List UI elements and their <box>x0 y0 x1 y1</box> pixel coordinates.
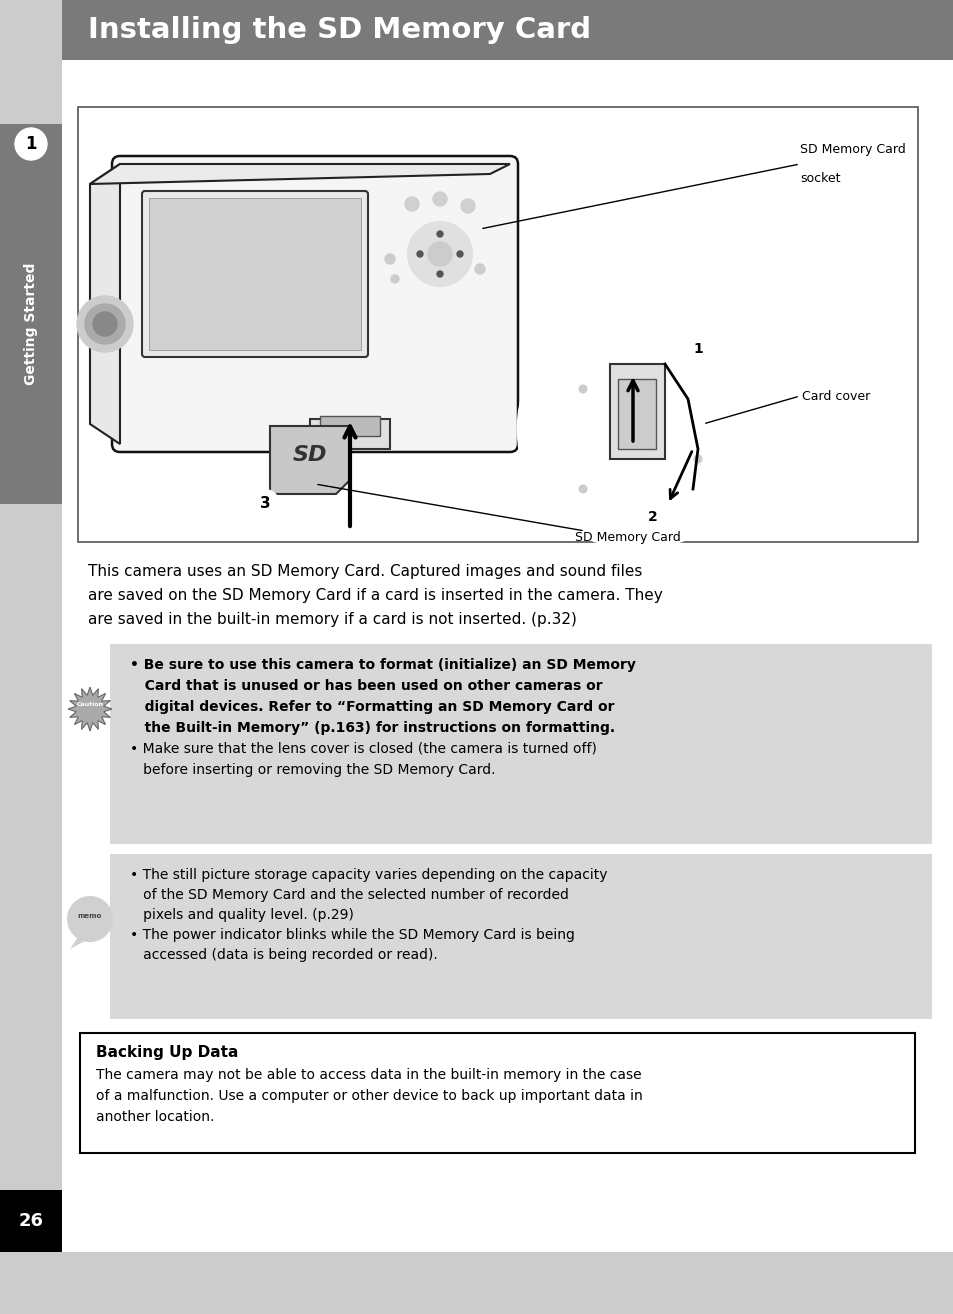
Text: Getting Started: Getting Started <box>24 263 38 385</box>
Circle shape <box>251 490 278 518</box>
FancyBboxPatch shape <box>142 191 368 357</box>
Circle shape <box>693 455 701 463</box>
FancyBboxPatch shape <box>78 106 917 541</box>
Circle shape <box>416 251 422 258</box>
Circle shape <box>77 296 132 352</box>
Circle shape <box>475 264 484 275</box>
FancyBboxPatch shape <box>0 1190 62 1252</box>
Text: 26: 26 <box>18 1212 44 1230</box>
Text: 1: 1 <box>693 342 702 356</box>
Circle shape <box>92 311 117 336</box>
Polygon shape <box>270 426 350 494</box>
FancyBboxPatch shape <box>62 0 953 60</box>
Text: Installing the SD Memory Card: Installing the SD Memory Card <box>88 16 591 43</box>
FancyBboxPatch shape <box>149 198 360 350</box>
Text: 2: 2 <box>647 510 658 524</box>
Circle shape <box>436 271 442 277</box>
Text: Caution: Caution <box>76 703 103 707</box>
FancyBboxPatch shape <box>0 0 62 1252</box>
Text: of the SD Memory Card and the selected number of recorded: of the SD Memory Card and the selected n… <box>130 888 568 901</box>
Circle shape <box>408 222 472 286</box>
Text: The camera may not be able to access data in the built-in memory in the case: The camera may not be able to access dat… <box>96 1068 641 1081</box>
Text: are saved on the SD Memory Card if a card is inserted in the camera. They: are saved on the SD Memory Card if a car… <box>88 587 662 603</box>
Text: Card cover: Card cover <box>801 389 869 402</box>
Text: SD Memory Card: SD Memory Card <box>800 143 904 156</box>
Circle shape <box>15 127 47 160</box>
FancyBboxPatch shape <box>80 1033 914 1152</box>
FancyBboxPatch shape <box>110 854 931 1018</box>
Text: of a malfunction. Use a computer or other device to back up important data in: of a malfunction. Use a computer or othe… <box>96 1089 642 1102</box>
Text: are saved in the built-in memory if a card is not inserted. (p.32): are saved in the built-in memory if a ca… <box>88 612 577 627</box>
Circle shape <box>405 197 418 212</box>
Text: Backing Up Data: Backing Up Data <box>96 1045 238 1060</box>
Text: SD Memory Card: SD Memory Card <box>575 531 680 544</box>
Text: accessed (data is being recorded or read).: accessed (data is being recorded or read… <box>130 947 437 962</box>
Text: before inserting or removing the SD Memory Card.: before inserting or removing the SD Memo… <box>130 763 495 777</box>
Circle shape <box>517 309 758 549</box>
Text: socket: socket <box>800 172 840 185</box>
Text: memo: memo <box>78 913 102 918</box>
Text: This camera uses an SD Memory Card. Captured images and sound files: This camera uses an SD Memory Card. Capt… <box>88 564 641 579</box>
Text: • The still picture storage capacity varies depending on the capacity: • The still picture storage capacity var… <box>130 869 607 882</box>
FancyBboxPatch shape <box>0 124 62 505</box>
Circle shape <box>428 242 452 265</box>
Text: another location.: another location. <box>96 1110 214 1123</box>
Circle shape <box>460 198 475 213</box>
Polygon shape <box>68 687 112 731</box>
Text: 1: 1 <box>25 135 37 152</box>
Text: digital devices. Refer to “Formatting an SD Memory Card or: digital devices. Refer to “Formatting an… <box>130 700 614 714</box>
Circle shape <box>433 192 447 206</box>
FancyBboxPatch shape <box>310 419 390 449</box>
Circle shape <box>639 505 665 530</box>
Circle shape <box>85 304 125 344</box>
Text: • The power indicator blinks while the SD Memory Card is being: • The power indicator blinks while the S… <box>130 928 575 942</box>
Text: • Make sure that the lens cover is closed (the camera is turned off): • Make sure that the lens cover is close… <box>130 742 597 756</box>
FancyBboxPatch shape <box>110 644 931 844</box>
Circle shape <box>684 336 710 361</box>
FancyBboxPatch shape <box>609 364 664 459</box>
Text: the Built-in Memory” (p.163) for instructions on formatting.: the Built-in Memory” (p.163) for instruc… <box>130 721 615 735</box>
Circle shape <box>68 897 112 941</box>
Circle shape <box>578 485 586 493</box>
Text: SD: SD <box>293 445 327 465</box>
FancyBboxPatch shape <box>319 417 379 436</box>
Circle shape <box>436 231 442 237</box>
Text: • Be sure to use this camera to format (initialize) an SD Memory: • Be sure to use this camera to format (… <box>130 658 636 671</box>
Polygon shape <box>90 164 120 444</box>
FancyBboxPatch shape <box>618 378 656 449</box>
Polygon shape <box>70 934 85 949</box>
Circle shape <box>385 254 395 264</box>
Text: 3: 3 <box>259 497 270 511</box>
Circle shape <box>391 275 398 283</box>
FancyBboxPatch shape <box>112 156 517 452</box>
Text: pixels and quality level. (p.29): pixels and quality level. (p.29) <box>130 908 354 922</box>
Circle shape <box>578 385 586 393</box>
Circle shape <box>456 251 462 258</box>
FancyBboxPatch shape <box>62 0 953 1252</box>
Polygon shape <box>90 164 510 184</box>
Text: Card that is unused or has been used on other cameras or: Card that is unused or has been used on … <box>130 679 602 692</box>
